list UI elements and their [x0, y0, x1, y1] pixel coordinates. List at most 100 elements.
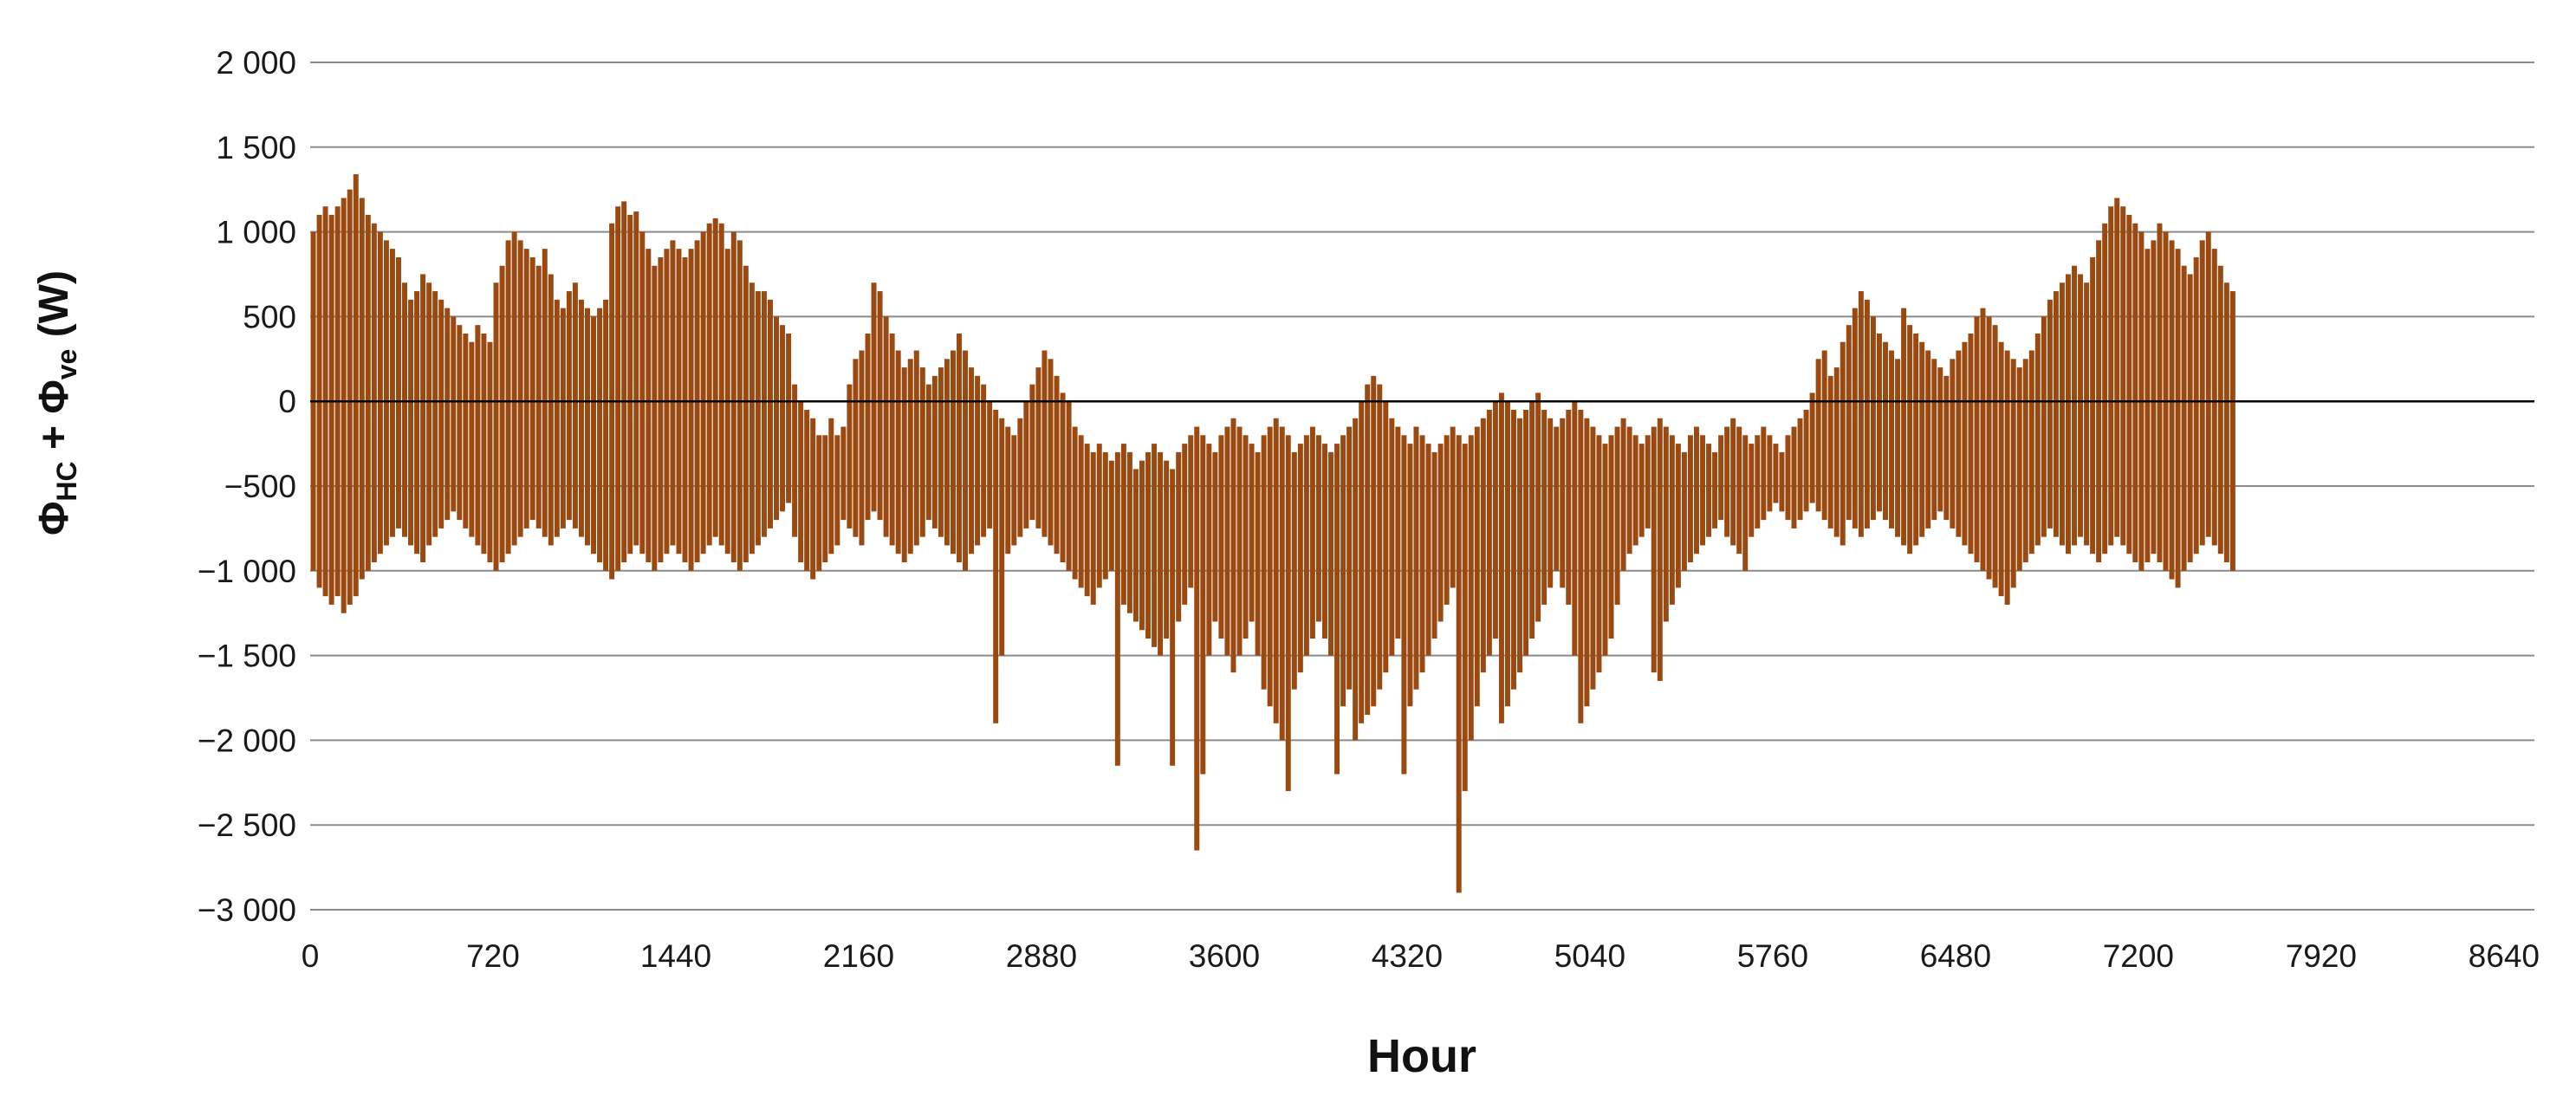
- data-bar: [2229, 291, 2235, 571]
- data-bar: [749, 282, 755, 554]
- data-bar: [1523, 409, 1529, 656]
- data-bar: [1864, 299, 1870, 529]
- data-bar: [1980, 308, 1986, 571]
- data-bar: [505, 240, 511, 554]
- data-bar: [816, 435, 822, 571]
- data-bar: [1468, 435, 1474, 741]
- data-bar: [463, 333, 469, 529]
- data-bar: [969, 367, 975, 554]
- data-bar: [2102, 223, 2108, 554]
- data-bar: [718, 223, 724, 546]
- data-bar: [847, 384, 853, 529]
- data-bar: [944, 359, 950, 546]
- data-bar: [402, 282, 407, 537]
- data-bar: [1005, 426, 1011, 554]
- data-bar: [1724, 426, 1730, 537]
- data-bar: [1017, 418, 1023, 537]
- data-bar: [993, 409, 999, 723]
- data-bar: [792, 384, 798, 537]
- data-bar: [1029, 384, 1035, 521]
- data-bar: [371, 223, 377, 563]
- data-bar: [925, 384, 931, 521]
- series-net-heat-flow: [310, 174, 2235, 893]
- data-bar: [377, 231, 383, 554]
- data-bar: [359, 198, 365, 580]
- data-bar: [1706, 444, 1712, 537]
- data-bar: [730, 231, 736, 563]
- data-bar: [1444, 435, 1450, 605]
- data-bar: [457, 325, 463, 521]
- data-bar: [1913, 333, 1919, 546]
- data-bar: [1456, 435, 1462, 893]
- data-bar: [2181, 265, 2187, 571]
- data-bar: [1437, 444, 1444, 622]
- data-bar: [1584, 418, 1590, 707]
- data-bar: [426, 282, 432, 546]
- data-bar: [871, 282, 877, 512]
- data-bar: [432, 291, 438, 537]
- y-tick-label: 0: [278, 384, 296, 419]
- data-bar: [1152, 444, 1158, 647]
- x-axis-title: Hour: [1367, 1030, 1476, 1082]
- data-bar: [1821, 350, 1827, 521]
- data-bar: [931, 375, 938, 529]
- data-bar: [2090, 256, 2096, 554]
- data-bar: [688, 249, 694, 571]
- y-tick-label: −500: [224, 469, 296, 504]
- data-bar: [1852, 308, 1858, 529]
- data-bar: [901, 367, 907, 563]
- data-bar: [639, 231, 646, 554]
- data-bar: [1346, 426, 1353, 690]
- data-bar: [627, 215, 633, 554]
- data-bar: [712, 217, 718, 537]
- y-axis-title-plus: +: [31, 414, 77, 462]
- data-bar: [1651, 426, 1657, 673]
- data-bar: [2114, 198, 2120, 537]
- data-bar: [1755, 435, 1761, 529]
- x-tick-label: 720: [466, 938, 520, 974]
- data-bar: [1011, 435, 1017, 546]
- data-bar: [1102, 451, 1108, 580]
- data-bar: [615, 206, 621, 571]
- data-bar: [1054, 375, 1060, 554]
- data-bar: [1164, 460, 1170, 639]
- data-bar: [1992, 325, 1998, 588]
- data-bar: [1730, 418, 1736, 546]
- data-bar: [963, 350, 969, 571]
- data-bar: [1090, 451, 1096, 605]
- data-bar: [444, 308, 451, 521]
- data-bar: [1620, 418, 1626, 571]
- data-bar: [1895, 359, 1901, 537]
- data-bar: [1194, 426, 1200, 851]
- data-bar: [347, 189, 353, 605]
- data-bar: [591, 316, 597, 554]
- data-bar: [2010, 359, 2016, 588]
- y-tick-label: −2 500: [198, 807, 296, 843]
- data-bar: [2016, 367, 2022, 571]
- y-tick-label: 1 500: [216, 130, 296, 165]
- data-bar: [1206, 444, 1212, 656]
- data-bar: [493, 282, 499, 571]
- data-bar: [987, 401, 993, 529]
- data-bar: [597, 308, 603, 563]
- data-bar: [2211, 249, 2217, 546]
- data-bar: [1498, 392, 1504, 723]
- data-bar: [1108, 460, 1114, 571]
- data-bar: [1548, 418, 1554, 588]
- y-tick-label: −1 000: [198, 554, 296, 589]
- data-bar: [1377, 384, 1383, 690]
- y-axis-tick-labels: 2 000 1 500 1 000 500 0 −500 −1 000 −1 500 −2 00…: [198, 45, 296, 928]
- data-bar: [913, 350, 919, 546]
- data-bar: [566, 291, 572, 521]
- data-bar: [1827, 375, 1833, 529]
- x-tick-label: 5040: [1554, 938, 1625, 974]
- data-bar: [1395, 426, 1401, 639]
- y-tick-label: −3 000: [198, 892, 296, 928]
- data-bar: [389, 249, 395, 537]
- data-bar: [2145, 249, 2151, 563]
- data-bar: [1236, 426, 1243, 656]
- data-bar: [700, 231, 706, 554]
- data-bar: [475, 325, 481, 546]
- data-bar: [658, 256, 664, 563]
